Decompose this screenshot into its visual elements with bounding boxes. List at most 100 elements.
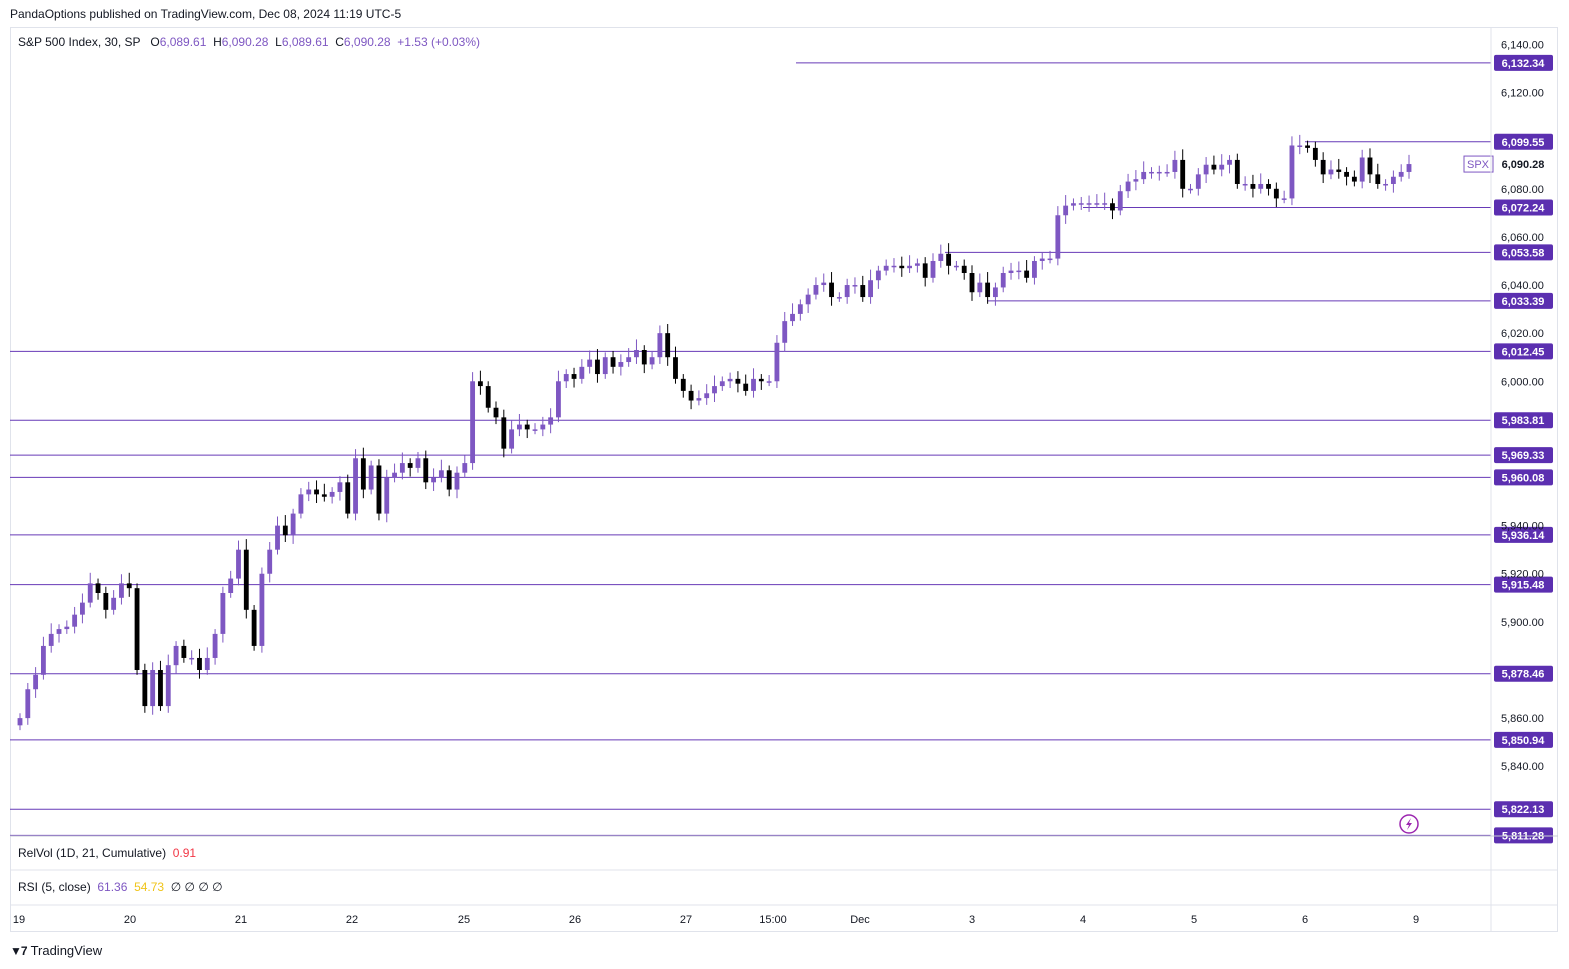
candle-body	[423, 458, 429, 483]
candle-body	[298, 494, 304, 514]
x-tick-label: 15:00	[759, 914, 787, 926]
rsi-value-2: 54.73	[134, 880, 165, 894]
rsi-legend[interactable]: RSI (5, close) 61.36 54.73 ∅ ∅ ∅ ∅	[18, 880, 223, 894]
symbol-legend: S&P 500 Index, 30, SP O6,089.61 H6,090.2…	[18, 35, 480, 49]
candle-body	[64, 626, 70, 630]
candle-body	[243, 549, 249, 610]
level-price-text: 5,915.48	[1502, 580, 1545, 592]
y-tick-label: 5,860.00	[1501, 713, 1544, 725]
candle-body	[181, 645, 187, 658]
candle-body	[532, 429, 538, 431]
level-price-label: 6,099.55	[1494, 133, 1553, 150]
candle-body	[1266, 183, 1271, 189]
candle-body	[1032, 260, 1037, 278]
candle-body	[1234, 159, 1240, 184]
candle-body	[556, 381, 561, 418]
candle-body	[782, 321, 788, 343]
candle-body	[173, 645, 179, 666]
candle-body	[1188, 188, 1193, 191]
candle-body	[384, 477, 390, 514]
candle-body	[516, 424, 522, 430]
candle-body	[1078, 203, 1084, 205]
candle-body	[751, 378, 756, 391]
candle-body	[907, 265, 913, 269]
level-price-label: 6,012.45	[1494, 343, 1553, 360]
symbol-name[interactable]: S&P 500 Index, 30, SP	[18, 35, 141, 49]
y-tick-label: 5,900.00	[1501, 617, 1544, 629]
relvol-label: RelVol (1D, 21, Cumulative)	[18, 846, 167, 860]
candle-body	[665, 333, 671, 358]
level-price-label: 5,878.46	[1494, 665, 1553, 682]
candle-body	[1141, 171, 1147, 180]
candle-body	[501, 417, 507, 449]
candle-body	[938, 253, 944, 261]
tradingview-brand[interactable]: ▼7 TradingView	[10, 943, 102, 958]
candle-body	[1071, 203, 1076, 206]
brand-name: TradingView	[30, 943, 103, 958]
x-tick-label: Dec	[850, 914, 870, 926]
candle-body	[673, 357, 678, 379]
x-tick-label: 25	[458, 914, 470, 926]
level-price-text: 5,850.94	[1502, 735, 1546, 747]
candle-body	[618, 362, 624, 367]
candle-body	[1117, 191, 1123, 211]
y-tick-label: 5,940.00	[1501, 521, 1544, 533]
relvol-legend[interactable]: RelVol (1D, 21, Cumulative) 0.91	[18, 846, 196, 860]
candle-body	[415, 458, 421, 468]
level-price-label: 5,936.14	[1494, 526, 1553, 543]
tradingview-logo-icon: ▼7	[10, 943, 28, 958]
level-price-text: 6,132.34	[1502, 58, 1546, 70]
candle-body	[1305, 145, 1310, 148]
candle-body	[1367, 157, 1373, 175]
x-tick-label: 20	[124, 914, 136, 926]
candle-body	[563, 374, 569, 382]
level-price-text: 5,822.13	[1502, 804, 1545, 816]
candle-body	[259, 573, 265, 646]
candle-body	[797, 304, 803, 314]
candle-body	[1312, 147, 1318, 160]
y-tick-label: 6,120.00	[1501, 88, 1544, 100]
candle-body	[524, 424, 530, 430]
candle-body	[48, 633, 54, 646]
candle-body	[1351, 176, 1357, 182]
candle-body	[95, 583, 101, 593]
candle-body	[197, 657, 202, 670]
candle-body	[1281, 198, 1287, 200]
last-price-text: 6,090.28	[1502, 159, 1545, 171]
candle-body	[946, 253, 952, 266]
candle-body	[743, 383, 749, 391]
x-tick-label: 22	[346, 914, 358, 926]
candle-body	[212, 633, 218, 658]
candle-body	[1383, 183, 1389, 186]
candle-body	[1086, 203, 1092, 205]
candle-body	[353, 458, 358, 514]
candle-body	[813, 285, 819, 295]
candle-body	[727, 378, 733, 382]
candle-body	[1250, 183, 1256, 189]
candle-body	[790, 313, 795, 322]
candle-body	[1024, 270, 1030, 278]
candle-body	[602, 357, 608, 375]
candle-body	[758, 378, 764, 382]
x-tick-label: 6	[1302, 914, 1308, 926]
candle-body	[314, 489, 319, 495]
candle-body	[204, 657, 210, 670]
candle-body	[914, 263, 920, 266]
level-price-text: 5,960.08	[1502, 472, 1545, 484]
candle-body	[251, 609, 257, 646]
lightning-icon[interactable]	[1399, 814, 1419, 834]
candle-body	[1211, 164, 1217, 170]
candle-body	[1133, 179, 1139, 182]
candle-body	[1398, 171, 1404, 177]
candle-body	[80, 602, 85, 615]
level-price-label: 6,132.34	[1494, 54, 1553, 71]
candle-body	[1344, 171, 1349, 177]
candle-body	[345, 482, 351, 514]
candle-body	[1359, 157, 1365, 182]
candle-body	[1297, 145, 1303, 147]
candle-body	[1258, 183, 1264, 189]
last-price-marker: SPX 6,090.28	[1463, 155, 1553, 173]
candle-body	[719, 381, 725, 387]
candle-body	[462, 463, 468, 473]
